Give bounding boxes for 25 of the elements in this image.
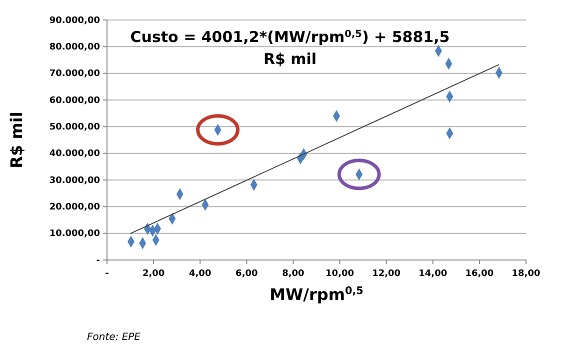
x-tick-label: 10,00 [326, 269, 354, 279]
x-tick-label: 12,00 [372, 269, 401, 279]
source-note: Fonte: EPE [87, 332, 142, 343]
x-tick-label: 16,00 [465, 269, 494, 279]
y-axis-title: R$ mil [7, 112, 26, 168]
x-tick-label: 8,00 [282, 269, 304, 279]
x-tick-label: 14,00 [418, 269, 448, 279]
y-tick-label: 30.000,00 [49, 176, 100, 186]
y-tick-label: 70.000,00 [49, 69, 100, 80]
y-tick-label: 20.000,00 [49, 202, 100, 213]
x-tick-label: 6,00 [236, 269, 258, 279]
annotation: R$ mil [263, 50, 317, 68]
y-tick-label: 80.000,00 [49, 42, 100, 53]
y-tick-label: 50.000,00 [49, 122, 100, 133]
y-tick-label: 10.000,00 [49, 229, 100, 240]
y-tick-label: 90.000,00 [49, 16, 100, 26]
x-axis-title: MW/rpm$^{0,5}$ [270, 285, 364, 304]
x-tick-label: - [105, 269, 110, 279]
x-tick-label: 4,00 [189, 269, 212, 279]
y-tick-label: - [96, 256, 100, 266]
annotation: Custo = 4001,2*(MW/rpm$^{0,5}$) + 5881,5 [130, 28, 450, 46]
x-tick-label: 2,00 [142, 269, 165, 279]
y-tick-label: 40.000,00 [49, 149, 100, 160]
y-tick-label: 60.000,00 [49, 96, 100, 106]
x-tick-label: 18,00 [512, 269, 540, 279]
